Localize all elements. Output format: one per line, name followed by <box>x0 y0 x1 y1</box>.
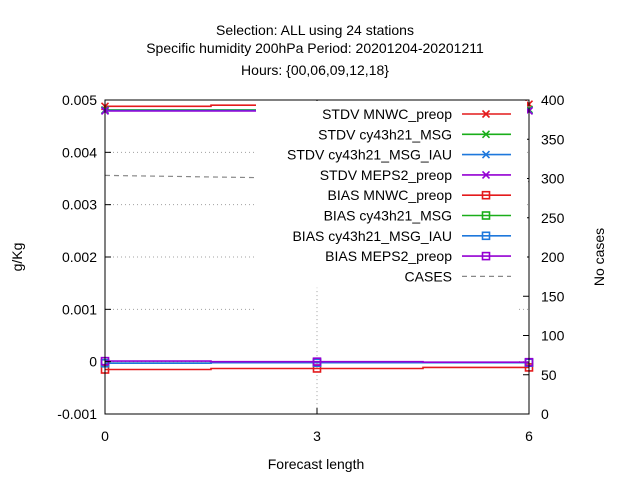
y-tick-label: 0.002 <box>62 249 97 265</box>
legend-marker <box>481 190 491 200</box>
legend-label: STDV MEPS2_preop <box>320 167 452 183</box>
y-tick-label: 0 <box>89 354 97 370</box>
title-line-3: Hours: {00,06,09,12,18} <box>241 62 389 78</box>
legend: STDV MNWC_preop STDV cy43h21_MSG STDV cy43… <box>256 101 527 288</box>
y-tick-label: 0.001 <box>62 301 97 317</box>
y2-tick-label: 350 <box>541 131 565 147</box>
y2-axis-label: No cases <box>591 228 607 286</box>
chart-title: Selection: ALL using 24 stations Specifi… <box>146 22 484 78</box>
y2-tick-label: 200 <box>541 249 565 265</box>
y-tick-label: 0.005 <box>62 92 97 108</box>
legend-marker <box>481 231 491 241</box>
legend-marker <box>481 170 491 179</box>
y-tick-label: 0.004 <box>62 144 97 160</box>
legend-marker <box>481 109 491 119</box>
y2-tick-label: 250 <box>541 210 565 226</box>
legend-label: STDV cy43h21_MSG_IAU <box>287 147 452 163</box>
title-line-2: Specific humidity 200hPa Period: 2020120… <box>146 40 484 56</box>
data-point <box>312 357 322 366</box>
y2-tick-label: 0 <box>541 406 549 422</box>
series-group <box>100 356 534 367</box>
legend-label: BIAS MEPS2_preop <box>325 248 452 264</box>
series-line <box>105 360 529 363</box>
y2-axis: 0 50 100 150 200 250 300 350 400 <box>523 92 565 422</box>
x-tick-label: 6 <box>525 428 533 444</box>
y2-tick-label: 150 <box>541 288 565 304</box>
legend-label: CASES <box>405 268 452 284</box>
legend-label: BIAS cy43h21_MSG_IAU <box>292 228 452 244</box>
x-tick-label: 0 <box>101 428 109 444</box>
y-axis: -0.001 0 0.001 0.002 0.003 0.004 0.005 <box>57 92 111 422</box>
y2-tick-label: 400 <box>541 92 565 108</box>
legend-label: STDV cy43h21_MSG <box>318 126 452 142</box>
y2-tick-label: 50 <box>541 367 557 383</box>
legend-label: BIAS cy43h21_MSG <box>324 208 452 224</box>
legend-label: STDV MNWC_preop <box>322 106 452 122</box>
y2-tick-label: 300 <box>541 171 565 187</box>
title-line-1: Selection: ALL using 24 stations <box>216 22 414 38</box>
y-tick-label: 0.003 <box>62 197 97 213</box>
series-line <box>105 366 529 371</box>
x-axis: 0 3 6 <box>101 100 533 444</box>
x-axis-label: Forecast length <box>268 456 365 472</box>
y-tick-label: -0.001 <box>57 406 97 422</box>
x-tick-label: 3 <box>313 428 321 444</box>
legend-marker <box>481 150 491 159</box>
legend-marker <box>481 211 491 220</box>
legend-marker <box>481 251 491 261</box>
y-axis-label: g/Kg <box>9 243 25 272</box>
legend-marker <box>481 130 491 139</box>
y2-tick-label: 100 <box>541 328 565 344</box>
legend-label: BIAS MNWC_preop <box>328 187 453 203</box>
